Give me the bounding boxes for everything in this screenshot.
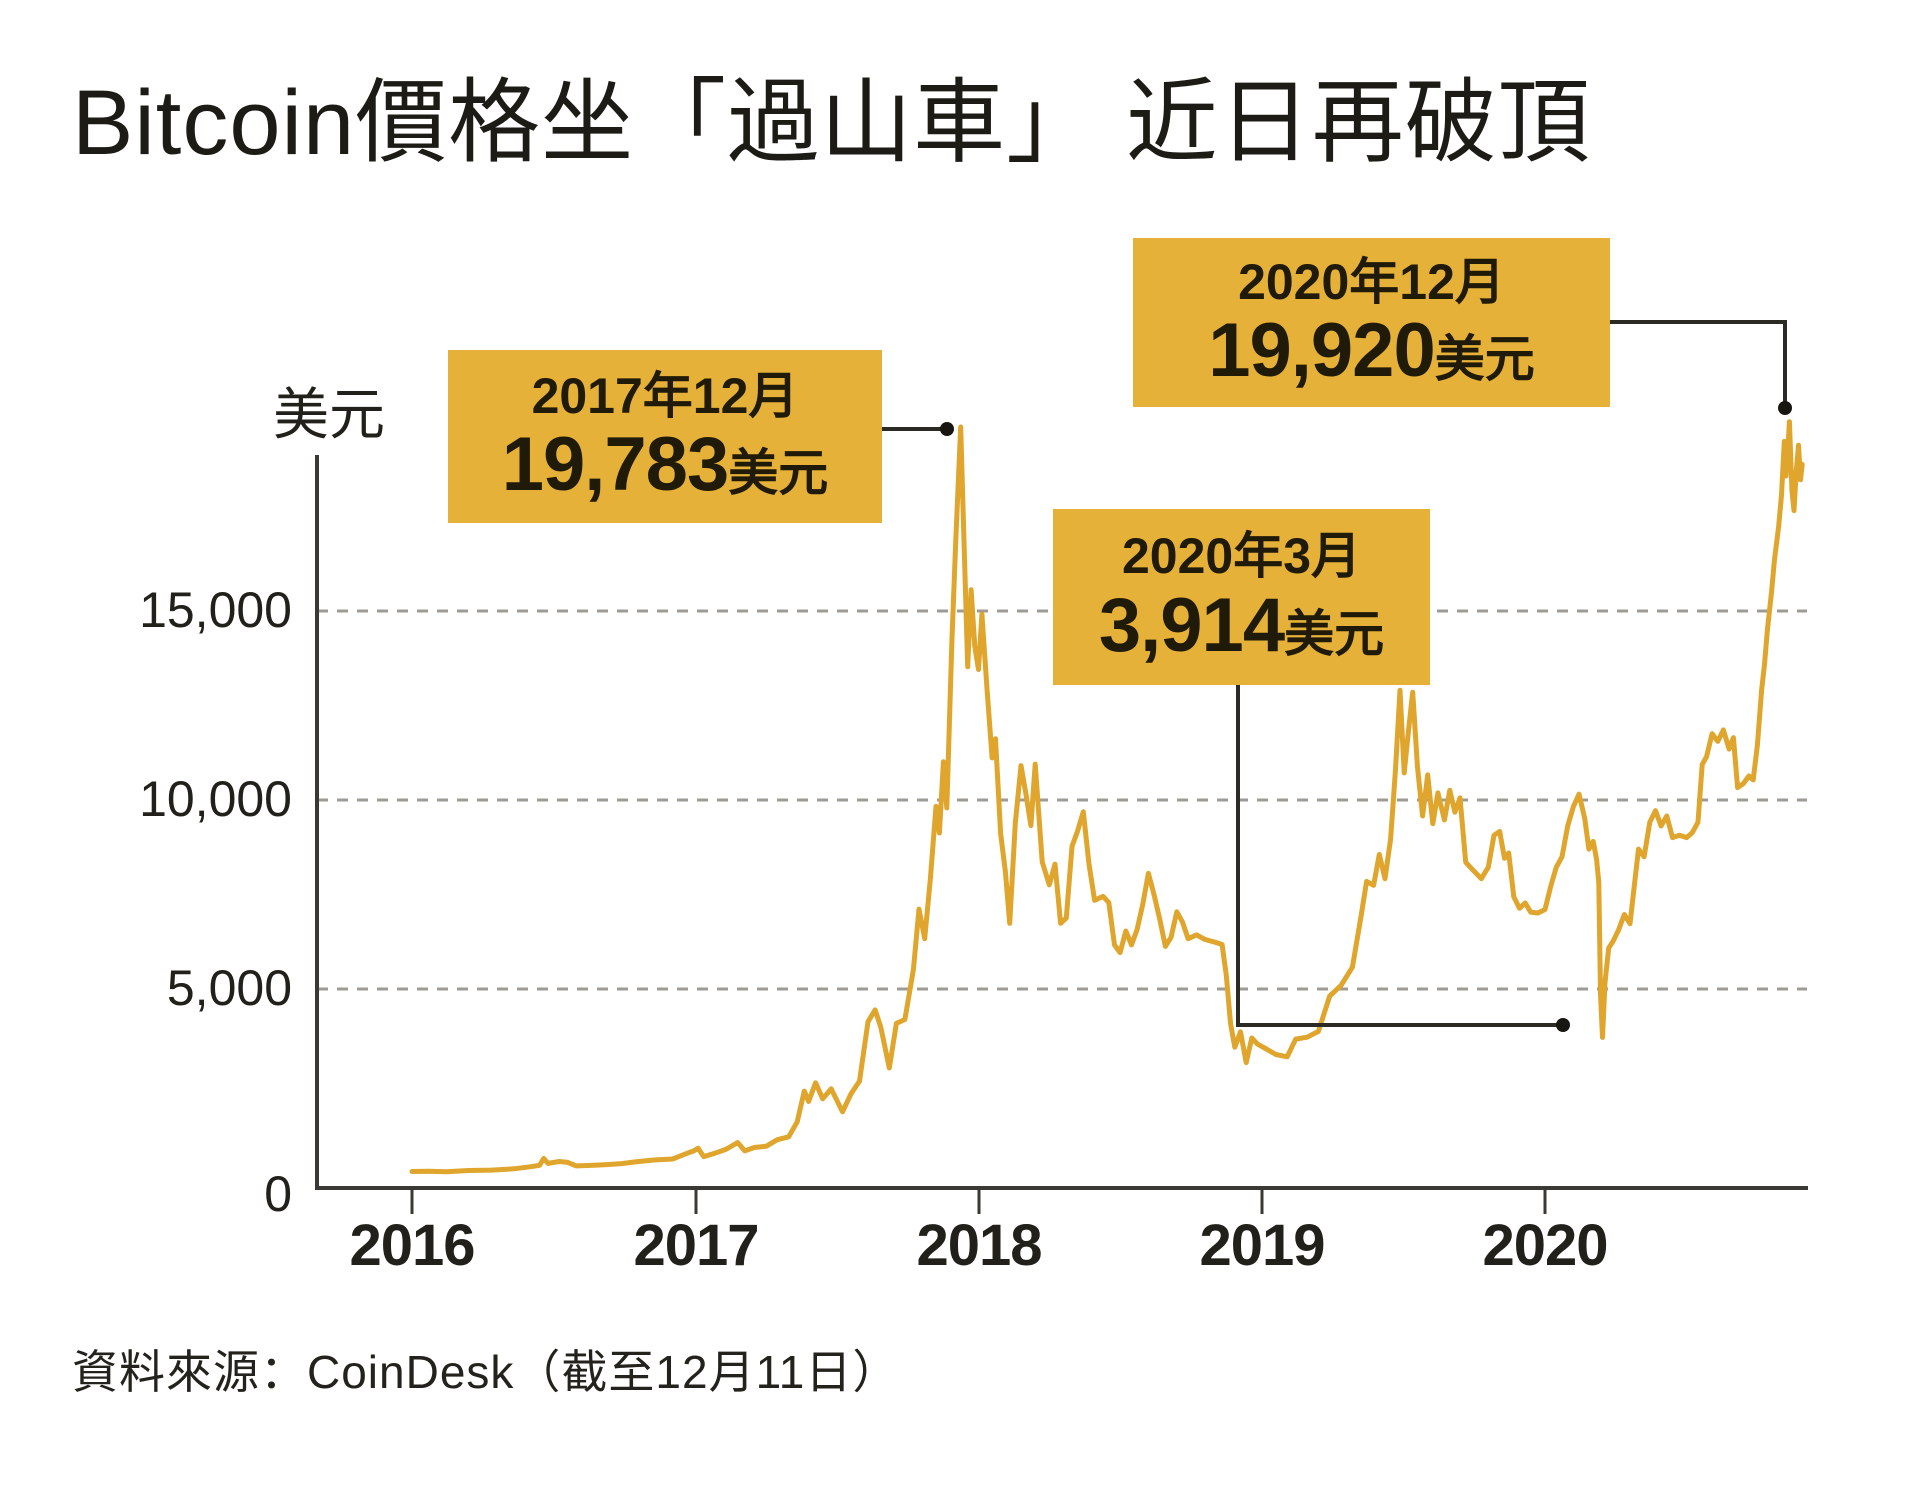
annotation-price: 3,914美元: [1098, 582, 1385, 668]
annotation-value: 19,783: [501, 422, 729, 508]
data-point-dot-2020-12: [1778, 401, 1792, 415]
annotation-date: 2017年12月: [531, 367, 799, 424]
annotation-price: 19,920美元: [1208, 311, 1534, 391]
annotation-box-2020-3: 2020年3月 3,914美元: [1053, 509, 1430, 685]
annotation-value: 19,920: [1208, 308, 1435, 394]
annotation-box-2017-12: 2017年12月 19,783美元: [448, 350, 882, 523]
x-axis-ticks: [410, 1188, 1547, 1214]
y-tick-label-15000: 15,000: [139, 582, 292, 638]
annotation-value: 3,914: [1098, 582, 1285, 668]
y-tick-label-5000: 5,000: [166, 960, 292, 1016]
price-line: [409, 419, 1805, 1175]
annotation-unit: 美元: [1284, 605, 1385, 662]
y-tick-label-10000: 10,000: [139, 771, 292, 827]
annotation-box-2020-12: 2020年12月 19,920美元: [1133, 238, 1610, 407]
annotation-unit: 美元: [728, 445, 829, 502]
data-point-dot-2017-12: [940, 422, 954, 436]
x-tick-label-2016: 2016: [349, 1213, 475, 1278]
annotation-price: 19,783美元: [502, 425, 828, 505]
x-tick-label-2019: 2019: [1199, 1213, 1325, 1278]
x-tick-label-2017: 2017: [633, 1213, 759, 1278]
x-tick-label-2020: 2020: [1482, 1213, 1608, 1278]
annotation-unit: 美元: [1434, 331, 1535, 388]
annotation-date: 2020年12月: [1238, 253, 1505, 310]
leader-line-2020-12: [1610, 320, 1787, 408]
x-tick-label-2018: 2018: [916, 1213, 1042, 1278]
annotation-date: 2020年3月: [1121, 528, 1362, 585]
leader-line-2020-3: [1236, 685, 1563, 1027]
y-axis-unit-label: 美元: [273, 383, 385, 446]
source-note: 資料來源：CoinDesk（截至12月11日）: [72, 1346, 900, 1398]
y-tick-label-0: 0: [264, 1166, 292, 1222]
page-title: Bitcoin價格坐「過山車」 近日再破頂: [72, 72, 1591, 174]
data-point-dot-2020-3: [1556, 1018, 1570, 1032]
